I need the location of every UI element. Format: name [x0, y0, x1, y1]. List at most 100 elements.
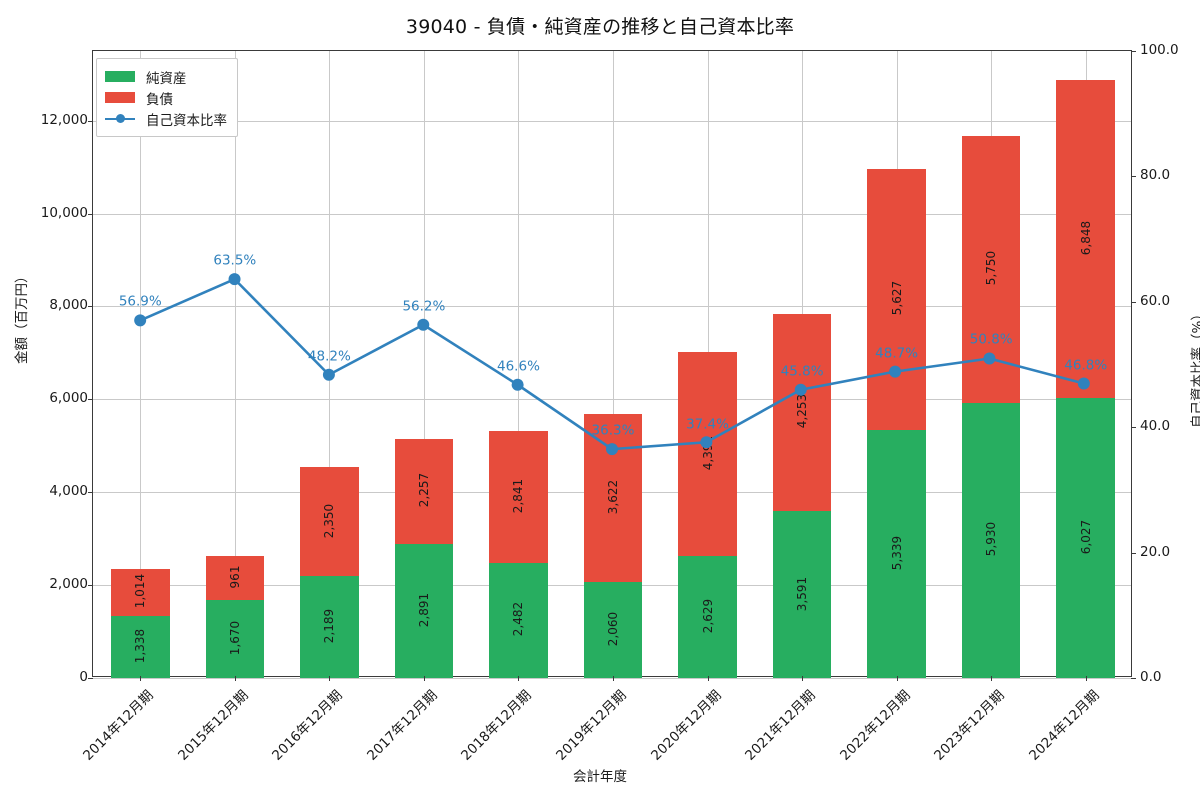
- bar-value-label-liabilities: 2,841: [511, 478, 526, 513]
- y-tick-mark-right: [1131, 176, 1136, 178]
- bar-value-label-liabilities: 1,014: [133, 574, 148, 609]
- legend-item[interactable]: 純資産: [105, 66, 227, 87]
- x-tick-mark: [896, 676, 898, 681]
- y-tick-mark-left: [88, 306, 93, 308]
- bar-value-label-liabilities: 5,627: [889, 281, 904, 316]
- legend-label: 負債: [146, 91, 173, 108]
- legend-item[interactable]: 負債: [105, 87, 227, 108]
- y-tick-label-right: 0.0: [1140, 669, 1162, 685]
- y-tick-mark-left: [88, 492, 93, 494]
- x-tick-label: 2020年12月期: [647, 687, 725, 764]
- x-tick-mark: [1085, 676, 1087, 681]
- bar-segment-equity[interactable]: [300, 576, 359, 678]
- bar-segment-equity[interactable]: [394, 543, 454, 678]
- x-tick-mark: [613, 676, 614, 681]
- x-tick-mark: [802, 676, 804, 681]
- x-tick-label: 2016年12月期: [269, 687, 346, 764]
- legend-item[interactable]: 自己資本比率: [105, 108, 227, 129]
- x-tick-mark: [234, 676, 236, 681]
- x-tick-label: 2023年12月期: [931, 687, 1008, 764]
- bar-value-label-equity: 5,930: [984, 522, 999, 557]
- y-tick-label-left: 6,000: [49, 390, 88, 407]
- legend-label: 純資産: [146, 70, 187, 87]
- bar-segment-liabilities[interactable]: [300, 467, 359, 577]
- bar-segment-equity[interactable]: [489, 562, 548, 678]
- gridline-horizontal: [93, 213, 1131, 215]
- y-tick-mark-left: [88, 399, 93, 401]
- bar-value-label-equity: 2,629: [700, 598, 715, 634]
- y-tick-mark-left: [88, 213, 93, 215]
- x-tick-mark: [991, 676, 993, 681]
- gridline-horizontal: [93, 120, 1131, 122]
- gridline-horizontal: [93, 678, 1131, 679]
- bar-segment-equity[interactable]: [867, 430, 926, 678]
- chart-legend: 純資産負債 自己資本比率: [96, 58, 238, 137]
- ratio-value-label: 63.5%: [213, 252, 257, 269]
- bar-value-label-equity: 5,339: [889, 535, 904, 571]
- x-tick-mark: [707, 676, 709, 681]
- bar-segment-equity[interactable]: [205, 600, 265, 678]
- x-tick-mark: [329, 676, 331, 681]
- y-axis-label-right: 自己資本比率（%）: [1190, 307, 1200, 428]
- y-tick-label-left: 2,000: [49, 576, 88, 593]
- ratio-value-label: 48.2%: [307, 348, 351, 365]
- y-axis-label-left: 金額（百万円）: [14, 269, 30, 365]
- bar-value-label-equity: 3,591: [795, 576, 810, 611]
- x-tick-label: 2014年12月期: [80, 687, 157, 764]
- y-tick-label-left: 10,000: [40, 204, 88, 221]
- x-tick-mark: [423, 676, 425, 681]
- y-tick-label-right: 60.0: [1140, 292, 1171, 309]
- ratio-value-label: 45.8%: [780, 363, 824, 380]
- y-tick-label-right: 20.0: [1140, 543, 1171, 560]
- bar-value-label-equity: 6,027: [1078, 519, 1093, 555]
- ratio-value-label: 48.7%: [875, 345, 919, 362]
- ratio-value-label: 36.3%: [591, 422, 635, 439]
- bar-value-label-equity: 2,060: [606, 611, 620, 647]
- y-tick-mark-right: [1131, 51, 1136, 52]
- y-tick-mark-right: [1131, 427, 1136, 429]
- y-tick-label-left: 12,000: [40, 111, 88, 128]
- y-tick-mark-right: [1131, 678, 1136, 679]
- legend-color-swatch: [105, 71, 135, 82]
- bar-segment-equity[interactable]: [110, 615, 170, 678]
- bar-value-label-liabilities: 6,848: [1078, 220, 1093, 256]
- bar-segment-liabilities[interactable]: [394, 438, 454, 544]
- bar-segment-liabilities[interactable]: [205, 555, 265, 601]
- y-tick-label-right: 40.0: [1140, 418, 1171, 435]
- y-tick-mark-right: [1131, 552, 1136, 554]
- bar-segment-equity[interactable]: [583, 582, 643, 678]
- x-tick-label: 2019年12月期: [553, 687, 630, 764]
- bar-segment-equity[interactable]: [772, 511, 832, 678]
- x-tick-label: 2018年12月期: [458, 687, 536, 764]
- bar-segment-liabilities[interactable]: [110, 568, 170, 616]
- y-tick-label-right: 100.0: [1140, 42, 1179, 58]
- bar-value-label-liabilities: 961: [227, 565, 242, 589]
- x-tick-label: 2022年12月期: [836, 687, 914, 764]
- x-tick-label: 2017年12月期: [364, 687, 441, 764]
- bar-value-label-liabilities: 2,257: [416, 473, 431, 508]
- y-tick-mark-right: [1131, 301, 1136, 303]
- legend-color-swatch: [105, 92, 135, 103]
- y-tick-label-left: 8,000: [49, 297, 88, 314]
- x-tick-label: 2024年12月期: [1025, 687, 1103, 764]
- chart-title: 39040 - 負債・純資産の推移と自己資本比率: [405, 16, 795, 38]
- legend-line-dot: [115, 114, 125, 123]
- x-tick-label: 2021年12月期: [742, 687, 819, 764]
- bar-value-label-liabilities: 2,350: [322, 503, 337, 538]
- bar-segment-liabilities[interactable]: [489, 430, 548, 563]
- x-tick-mark: [518, 676, 520, 681]
- ratio-value-label: 46.8%: [1064, 357, 1108, 374]
- x-axis-label: 会計年度: [573, 769, 627, 785]
- y-tick-label-left: 0: [79, 669, 88, 685]
- bar-value-label-liabilities: 3,622: [606, 480, 620, 515]
- y-tick-label-left: 4,000: [49, 483, 88, 500]
- y-tick-mark-left: [88, 678, 93, 679]
- ratio-value-label: 46.6%: [497, 358, 540, 375]
- ratio-value-label: 56.2%: [402, 298, 446, 315]
- y-tick-mark-left: [88, 585, 93, 587]
- y-tick-mark-left: [88, 120, 93, 122]
- plot-area: 1,338 1,014 1,670 961 2,189 2,350 2,891 2,257 2,…: [88, 50, 1136, 681]
- bar-value-label-liabilities: 4,253: [795, 394, 810, 429]
- bar-segment-equity[interactable]: [678, 555, 737, 678]
